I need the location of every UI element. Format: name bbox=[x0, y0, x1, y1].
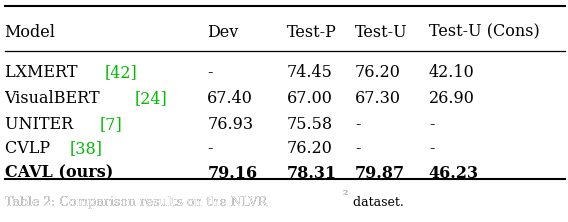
Text: -: - bbox=[355, 140, 361, 157]
Text: Table 2: Comparison results on the NLVR: Table 2: Comparison results on the NLVR bbox=[5, 196, 266, 208]
Text: CAVL (ours): CAVL (ours) bbox=[5, 165, 113, 182]
Text: -: - bbox=[207, 64, 213, 81]
Text: Dev: Dev bbox=[207, 24, 239, 41]
Text: 78.31: 78.31 bbox=[287, 165, 337, 182]
Text: [38]: [38] bbox=[69, 140, 102, 157]
Text: 46.23: 46.23 bbox=[429, 165, 479, 182]
Text: Table 2: Comparison results on the NLVR: Table 2: Comparison results on the NLVR bbox=[5, 196, 266, 208]
Text: 2: 2 bbox=[343, 189, 348, 197]
Text: 79.87: 79.87 bbox=[355, 165, 405, 182]
Text: 76.93: 76.93 bbox=[207, 116, 253, 133]
Text: -: - bbox=[207, 140, 213, 157]
Text: 26.90: 26.90 bbox=[429, 90, 475, 107]
Text: 76.20: 76.20 bbox=[287, 140, 333, 157]
Text: 67.00: 67.00 bbox=[287, 90, 333, 107]
Text: VisualBERT: VisualBERT bbox=[5, 90, 105, 107]
Text: 42.10: 42.10 bbox=[429, 64, 475, 81]
Text: Model: Model bbox=[5, 24, 56, 41]
Text: LXMERT: LXMERT bbox=[5, 64, 82, 81]
Text: dataset.: dataset. bbox=[349, 196, 404, 208]
Text: CVLP: CVLP bbox=[5, 140, 55, 157]
Text: 67.30: 67.30 bbox=[355, 90, 401, 107]
Text: Test-P: Test-P bbox=[287, 24, 337, 41]
Text: Test-U: Test-U bbox=[355, 24, 408, 41]
Text: -: - bbox=[429, 140, 435, 157]
Text: -: - bbox=[429, 116, 435, 133]
Text: 67.40: 67.40 bbox=[207, 90, 253, 107]
Text: UNITER: UNITER bbox=[5, 116, 78, 133]
Text: [24]: [24] bbox=[135, 90, 168, 107]
Text: 74.45: 74.45 bbox=[287, 64, 333, 81]
Text: Test-U (Cons): Test-U (Cons) bbox=[429, 24, 540, 41]
Text: [7]: [7] bbox=[99, 116, 122, 133]
Text: 75.58: 75.58 bbox=[287, 116, 333, 133]
Text: -: - bbox=[355, 116, 361, 133]
Text: [42]: [42] bbox=[105, 64, 137, 81]
Text: 2: 2 bbox=[343, 189, 348, 197]
Text: 79.16: 79.16 bbox=[207, 165, 257, 182]
Text: 76.20: 76.20 bbox=[355, 64, 401, 81]
